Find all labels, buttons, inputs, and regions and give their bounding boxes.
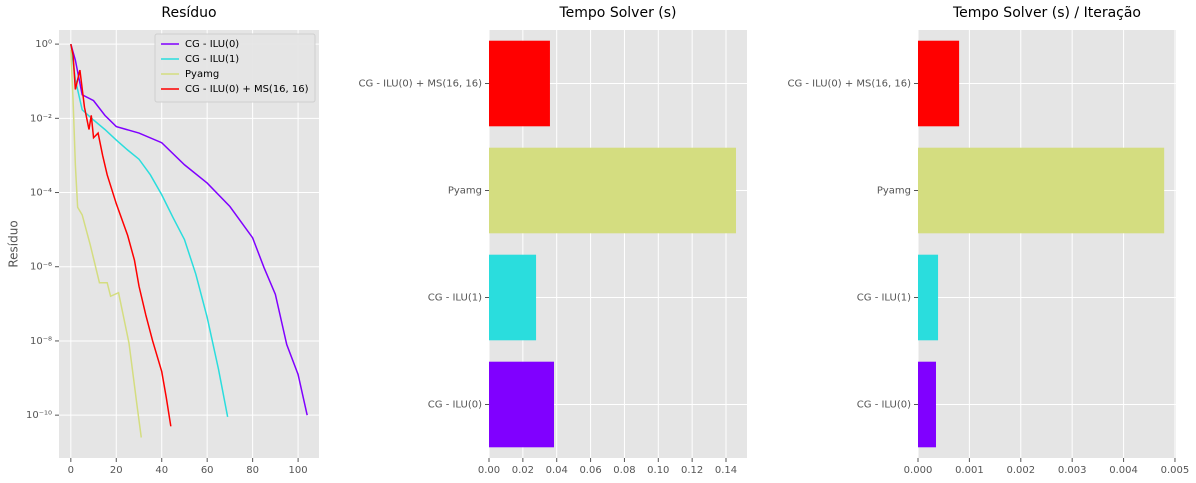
x-tick-label: 0.00 <box>478 465 500 476</box>
x-tick-label: 0 <box>68 465 74 476</box>
x-tick-label: 60 <box>201 465 214 476</box>
y-tick-label: CG - ILU(0) + MS(16, 16) <box>787 79 911 90</box>
x-tick-label: 0.001 <box>955 465 984 476</box>
x-tick-label: 20 <box>110 465 123 476</box>
x-tick-label: 0.02 <box>512 465 534 476</box>
series-line <box>70 49 143 438</box>
x-tick-label: 0.10 <box>647 465 669 476</box>
x-tick-label: 0.08 <box>613 465 635 476</box>
y-tick-label: Pyamg <box>877 186 911 197</box>
x-tick-label: 0.002 <box>1006 465 1035 476</box>
x-tick-label: 0.003 <box>1058 465 1087 476</box>
legend-label: Pyamg <box>185 69 219 80</box>
chart-title: Tempo Solver (s) <box>559 5 677 21</box>
legend: CG - ILU(0) CG - ILU(1) Pyamg CG - ILU(0) +… <box>154 33 316 103</box>
series-line <box>70 43 308 416</box>
bar <box>489 254 537 341</box>
bar <box>489 40 550 127</box>
legend-box <box>154 33 316 103</box>
x-tick-label: 0.06 <box>579 465 601 476</box>
x-tick-label: 0.004 <box>1109 465 1138 476</box>
legend-label: CG - ILU(1) <box>185 54 239 65</box>
x-tick-label: 100 <box>289 465 308 476</box>
y-tick-label: CG - ILU(0) <box>428 400 482 411</box>
bar <box>489 147 736 234</box>
y-tick-label: 10⁻¹⁰ <box>26 410 52 421</box>
bar <box>918 361 936 448</box>
chart-title: Resíduo <box>161 5 216 21</box>
y-tick-label: CG - ILU(0) + MS(16, 16) <box>358 79 482 90</box>
bar <box>918 147 1165 234</box>
legend-label: CG - ILU(0) + MS(16, 16) <box>185 84 309 95</box>
x-tick-label: 0.005 <box>1161 465 1190 476</box>
bar <box>918 40 960 127</box>
y-tick-label: 10⁰ <box>35 39 52 50</box>
plot-background <box>918 30 1176 458</box>
series-line <box>70 44 229 417</box>
legend-label: CG - ILU(0) <box>185 39 239 50</box>
y-tick-label: 10⁻⁶ <box>30 262 52 273</box>
y-axis-label: Resíduo <box>7 220 21 267</box>
x-tick-label: 0.14 <box>715 465 737 476</box>
bar <box>918 254 939 341</box>
y-tick-label: CG - ILU(1) <box>428 293 482 304</box>
y-tick-label: CG - ILU(1) <box>857 293 911 304</box>
x-tick-label: 0.12 <box>681 465 703 476</box>
x-tick-label: 40 <box>155 465 168 476</box>
y-tick-label: 10⁻⁴ <box>30 188 52 199</box>
x-tick-label: 80 <box>246 465 259 476</box>
y-tick-label: CG - ILU(0) <box>857 400 911 411</box>
y-tick-label: 10⁻⁸ <box>30 336 52 347</box>
x-tick-label: 0.000 <box>904 465 933 476</box>
chart-title: Tempo Solver (s) / Iteração <box>952 5 1141 21</box>
bar <box>489 361 555 448</box>
y-tick-label: 10⁻² <box>30 113 52 124</box>
y-tick-label: Pyamg <box>448 186 482 197</box>
series-line <box>70 43 172 427</box>
x-tick-label: 0.04 <box>546 465 568 476</box>
